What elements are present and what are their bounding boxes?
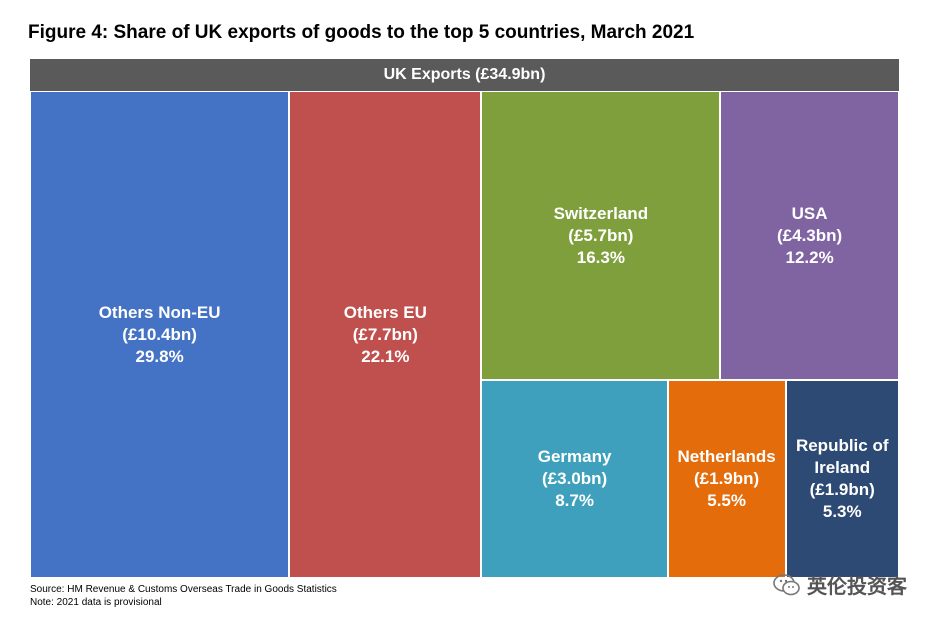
watermark: 英伦投资客	[773, 570, 907, 599]
tile-value-label: (£7.7bn)	[352, 324, 418, 344]
source-note: Source: HM Revenue & Customs Overseas Tr…	[30, 584, 337, 595]
watermark-text: 英伦投资客	[807, 576, 907, 598]
treemap-tile: Switzerland (£5.7bn) 16.3%	[481, 91, 721, 381]
wechat-icon	[773, 573, 801, 597]
treemap-tile: Others Non-EU (£10.4bn) 29.8%	[30, 91, 290, 578]
tile-share-label: 5.5%	[707, 491, 746, 511]
treemap-tile: Republic of Ireland (£1.9bn) 5.3%	[785, 380, 899, 578]
tile-value-label: (£1.9bn)	[694, 469, 760, 489]
tile-share-label: 8.7%	[555, 491, 594, 511]
tile-value-label: (£4.3bn)	[777, 225, 843, 245]
tile-value-label: (£5.7bn)	[568, 225, 634, 245]
chart-title: Figure 4: Share of UK exports of goods t…	[28, 22, 695, 43]
tile-name: Republic of Ireland	[795, 436, 889, 478]
tile-share-label: 29.8%	[135, 346, 184, 366]
tile-name: Germany	[537, 447, 612, 467]
chart-footer: Source: HM Revenue & Customs Overseas Tr…	[30, 583, 337, 609]
tile-name: Others EU	[343, 302, 427, 322]
tile-share-label: 5.3%	[822, 502, 862, 522]
treemap-tile: Netherlands (£1.9bn) 5.5%	[667, 380, 786, 578]
tile-share-label: 16.3%	[576, 247, 625, 267]
tile-name: Others Non-EU	[98, 302, 221, 322]
tile-share-label: 22.1%	[361, 346, 410, 366]
tile-name: USA	[791, 203, 828, 223]
treemap-tile: USA (£4.3bn) 12.2%	[720, 91, 899, 381]
tile-name: Netherlands	[677, 447, 776, 467]
tile-name: Switzerland	[553, 203, 649, 223]
tile-value-label: (£3.0bn)	[542, 469, 608, 489]
tile-share-label: 12.2%	[785, 247, 834, 267]
treemap-header: UK Exports (£34.9bn)	[30, 59, 899, 91]
treemap-tile: Germany (£3.0bn) 8.7%	[481, 380, 668, 578]
tile-value-label: (£10.4bn)	[122, 324, 197, 344]
tile-value-label: (£1.9bn)	[809, 480, 875, 500]
treemap-tile: Others EU (£7.7bn) 22.1%	[289, 91, 482, 578]
provisional-note: Note: 2021 data is provisional	[30, 597, 162, 608]
treemap-chart: UK Exports (£34.9bn) Others Non-EU (£10.4…	[30, 59, 899, 578]
